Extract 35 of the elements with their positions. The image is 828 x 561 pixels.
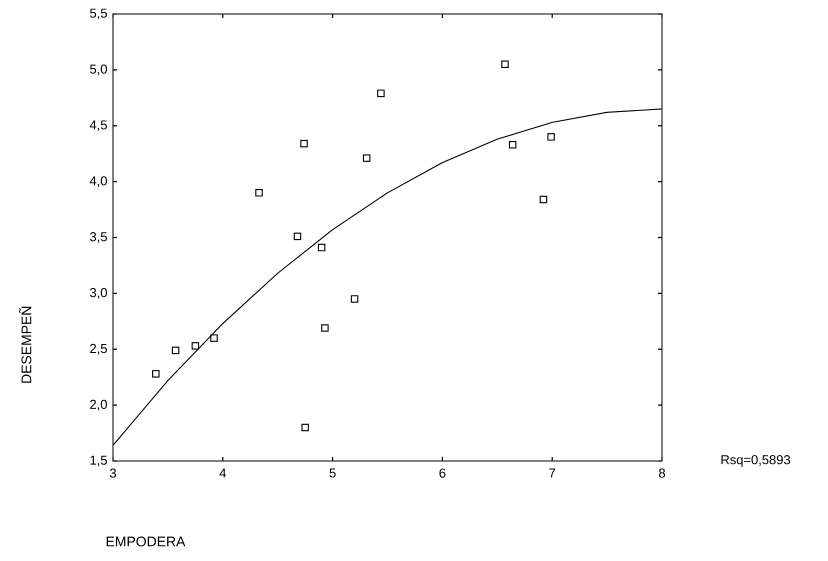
y-tick-label: 2,5	[90, 344, 107, 355]
y-tick-label: 3,0	[90, 288, 107, 299]
point	[192, 342, 200, 350]
y-tick-label: 5,0	[90, 64, 107, 76]
point	[501, 60, 509, 68]
point	[540, 196, 548, 204]
x-tick-label: 8	[658, 468, 666, 478]
x-tick-label: 7	[549, 468, 556, 478]
y-tick-label: 1,5	[90, 456, 107, 466]
point	[255, 189, 263, 197]
point	[547, 133, 555, 141]
y-axis-title: DESEMPEÑ	[18, 306, 32, 383]
x-tick-label: 4	[219, 468, 226, 478]
x-tick-label: 5	[330, 468, 336, 478]
x-axis-title: EMPODERA	[106, 536, 186, 546]
point	[210, 334, 218, 342]
y-tick-label: 5,5	[90, 8, 107, 20]
point	[362, 154, 370, 162]
point	[294, 232, 302, 240]
point	[152, 370, 160, 378]
point	[300, 140, 308, 148]
y-tick-label: 4,0	[90, 176, 107, 187]
point	[321, 324, 329, 332]
point	[508, 140, 516, 148]
y-tick-label: 4,5	[90, 120, 107, 132]
x-tick-label: 6	[439, 468, 446, 478]
point	[377, 90, 385, 98]
point	[301, 424, 309, 432]
text: Rsq=0,5893	[721, 455, 790, 467]
x-tick-label: 3	[110, 468, 116, 478]
y-tick-label: 3,5	[90, 232, 107, 243]
point	[172, 346, 180, 354]
point	[318, 244, 326, 252]
y-tick-label: 2,0	[90, 400, 107, 410]
point	[350, 295, 358, 303]
